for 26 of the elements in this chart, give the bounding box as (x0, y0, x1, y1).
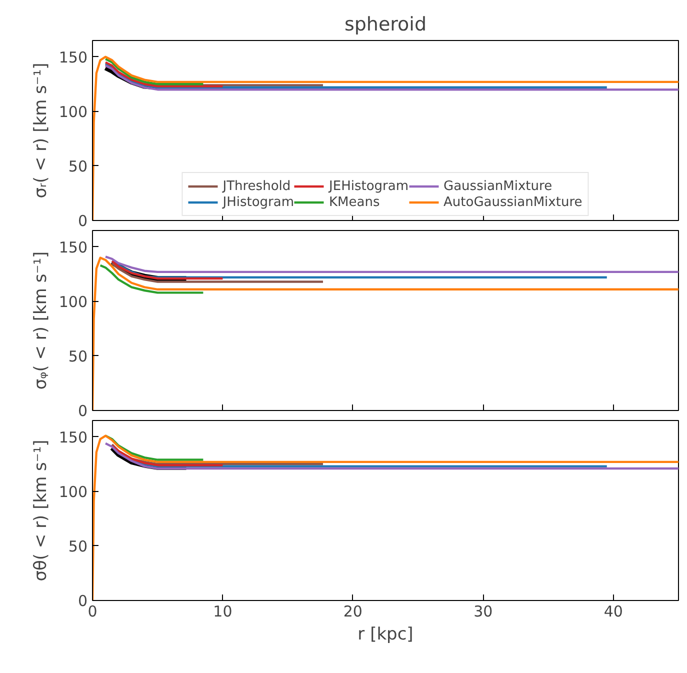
y-tick-label: 100 (58, 292, 88, 311)
y-tick-label: 50 (68, 157, 88, 176)
y-axis-title: σᵣ( < r) [km s⁻¹] (30, 62, 51, 198)
legend-label: JThreshold (222, 178, 291, 194)
y-tick-label: 150 (58, 428, 88, 446)
y-tick-label: 150 (58, 238, 88, 256)
legend-label: KMeans (329, 194, 380, 210)
y-axis-title: σθ( < r) [km s⁻¹] (30, 440, 51, 582)
y-tick-label: 50 (68, 347, 88, 366)
y-tick-label: 100 (58, 482, 88, 501)
y-tick-label: 150 (58, 48, 88, 66)
y-tick-label: 50 (68, 537, 88, 556)
y-tick-label: 100 (58, 102, 88, 121)
y-tick-label: 0 (78, 212, 88, 230)
x-tick-label: 30 (474, 602, 493, 620)
y-tick-label: 0 (78, 402, 88, 420)
chart-title: spheroid (344, 14, 427, 36)
x-axis-title: r [kpc] (358, 624, 414, 644)
x-tick-label: 40 (604, 602, 623, 620)
x-tick-label: 10 (213, 602, 232, 620)
y-axis-title: σᵩ( < r) [km s⁻¹] (30, 251, 51, 390)
legend-label: JHistogram (222, 194, 294, 210)
x-tick-label: 20 (343, 602, 362, 620)
legend-label: GaussianMixture (444, 178, 552, 194)
legend-label: AutoGaussianMixture (444, 194, 582, 210)
legend-label: JEHistogram (329, 178, 409, 194)
